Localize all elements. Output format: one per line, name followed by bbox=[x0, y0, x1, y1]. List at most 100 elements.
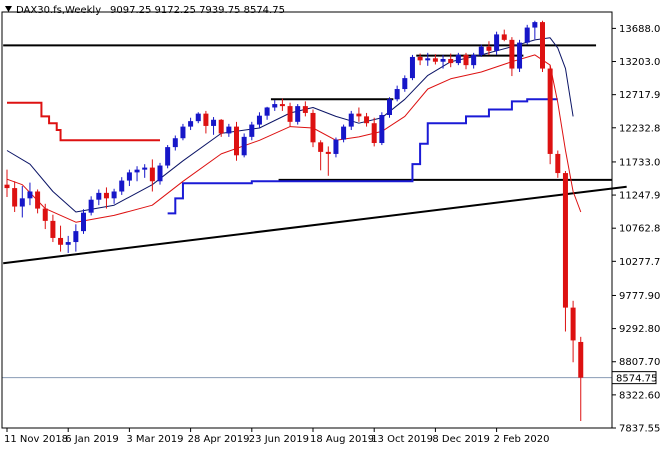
x-tick-label: 13 Oct 2019 bbox=[371, 434, 433, 445]
candle-body bbox=[180, 126, 186, 139]
candle-body bbox=[134, 169, 140, 173]
chart-title: DAX30.fs,Weekly bbox=[16, 5, 101, 16]
candle-body bbox=[42, 208, 48, 221]
plot-frame bbox=[1, 11, 613, 429]
candle-body bbox=[494, 34, 500, 51]
x-tick-label: 8 Dec 2019 bbox=[432, 434, 490, 445]
candle-body bbox=[211, 119, 217, 126]
candle-body bbox=[27, 191, 33, 199]
candle-body bbox=[455, 54, 461, 64]
candle-body bbox=[302, 106, 308, 113]
x-tick-label: 2 Feb 2020 bbox=[494, 434, 550, 445]
candle-body bbox=[333, 139, 339, 154]
y-tick-label: 11247.90 bbox=[619, 191, 660, 202]
navy-average-line bbox=[6, 37, 574, 213]
candle-body bbox=[218, 119, 224, 134]
x-tick-label: 6 Jan 2019 bbox=[65, 434, 119, 445]
candle-body bbox=[486, 46, 492, 51]
candle-body bbox=[103, 192, 109, 199]
candle-body bbox=[517, 42, 523, 69]
candle-body bbox=[325, 151, 331, 154]
candle-body bbox=[341, 126, 347, 140]
candle-body bbox=[203, 113, 209, 126]
candle-body bbox=[463, 54, 469, 66]
chart-ohlc: 9097.25 9172.25 7939.75 8574.75 bbox=[110, 5, 285, 16]
y-tick-label: 11733.00 bbox=[619, 157, 660, 168]
candle-body bbox=[555, 153, 561, 174]
candle-body bbox=[126, 172, 132, 181]
candle-body bbox=[73, 231, 79, 243]
candle-body bbox=[279, 104, 285, 107]
candle-body bbox=[540, 22, 545, 69]
blue-step-line bbox=[167, 98, 558, 215]
x-tick-label: 28 Apr 2019 bbox=[188, 434, 250, 445]
candle-body bbox=[111, 191, 117, 199]
y-tick-label: 10762.80 bbox=[619, 224, 660, 235]
candle-body bbox=[165, 147, 171, 166]
candle-body bbox=[524, 27, 530, 43]
red-step-line bbox=[7, 101, 160, 142]
candle-body bbox=[387, 99, 392, 116]
candle-body bbox=[402, 78, 408, 90]
candle-body bbox=[4, 184, 10, 189]
x-tick-label: 23 Jun 2019 bbox=[249, 434, 309, 445]
red-average-line bbox=[6, 54, 582, 223]
candle-body bbox=[88, 199, 94, 213]
candle-body bbox=[272, 104, 278, 108]
candle-body bbox=[65, 242, 71, 245]
candle-body bbox=[19, 198, 25, 207]
candle-body bbox=[432, 58, 438, 62]
candle-body bbox=[256, 115, 262, 125]
candle-body bbox=[188, 121, 194, 127]
candle-body bbox=[409, 56, 415, 79]
candle-body bbox=[96, 192, 102, 200]
x-tick-label: 11 Nov 2018 bbox=[4, 434, 68, 445]
candle-body bbox=[149, 167, 155, 182]
candle-body bbox=[364, 116, 370, 124]
chart-triangle-icon bbox=[5, 6, 12, 12]
candle-body bbox=[264, 107, 270, 116]
trend-line bbox=[3, 185, 627, 265]
candle-body bbox=[394, 89, 400, 100]
candle-body bbox=[440, 58, 446, 62]
candle-body bbox=[81, 212, 86, 232]
candle-body bbox=[348, 113, 354, 127]
candle-body bbox=[448, 58, 454, 64]
candle-body bbox=[119, 180, 125, 192]
candle-body bbox=[249, 124, 255, 137]
y-tick-label: 13688.00 bbox=[619, 24, 660, 35]
last-price-label: 8574.75 bbox=[616, 374, 657, 385]
plot-area bbox=[2, 20, 627, 422]
x-tick-label: 3 Mar 2019 bbox=[126, 434, 183, 445]
candle-body bbox=[35, 191, 41, 209]
candle-body bbox=[379, 115, 385, 144]
axes: 13688.00 13203.00 12717.90 12232.80 11733.00… bbox=[1, 5, 660, 445]
y-tick-label: 7837.55 bbox=[619, 424, 660, 435]
x-tick-label: 18 Aug 2019 bbox=[310, 434, 374, 445]
candle-body bbox=[12, 188, 18, 207]
candle-body bbox=[58, 237, 64, 245]
candle-body bbox=[310, 112, 316, 143]
candle-body bbox=[417, 56, 423, 61]
candle-body bbox=[371, 123, 377, 144]
last-price-box bbox=[611, 371, 657, 385]
candle-body bbox=[532, 22, 538, 28]
candle-body bbox=[478, 46, 484, 55]
candle-body bbox=[226, 126, 232, 134]
y-tick-label: 9292.80 bbox=[619, 324, 660, 335]
candle-body bbox=[547, 68, 553, 154]
candle-body bbox=[318, 142, 324, 152]
candle-body bbox=[356, 113, 362, 117]
y-tick-label: 8322.60 bbox=[619, 390, 660, 401]
candle-body bbox=[157, 165, 163, 182]
candle-body bbox=[295, 106, 301, 122]
candle-body bbox=[50, 220, 56, 238]
candle-body bbox=[195, 113, 201, 122]
candle-body bbox=[509, 39, 515, 69]
y-tick-label: 10277.70 bbox=[619, 257, 660, 268]
candle-body bbox=[471, 54, 477, 66]
y-tick-label: 13203.00 bbox=[619, 57, 660, 68]
candle-body bbox=[570, 307, 576, 341]
